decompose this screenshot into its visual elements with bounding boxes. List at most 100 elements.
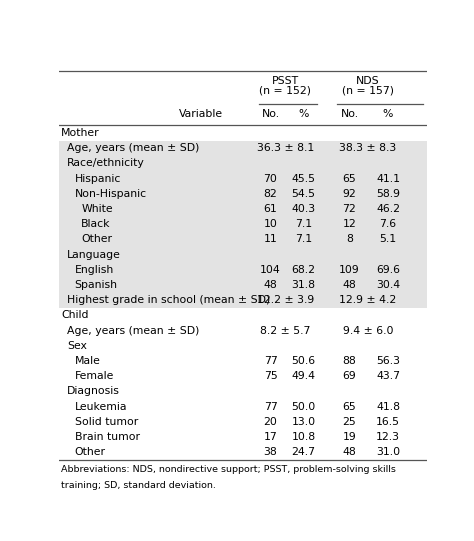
Text: 43.7: 43.7 — [376, 371, 400, 381]
Text: 104: 104 — [260, 265, 281, 275]
Text: (n = 152): (n = 152) — [259, 85, 311, 95]
Text: Black: Black — [82, 219, 111, 229]
Text: 48: 48 — [343, 447, 356, 457]
Text: 88: 88 — [343, 356, 356, 366]
Text: 40.3: 40.3 — [292, 204, 316, 214]
Bar — [59, 247, 427, 262]
Text: 70: 70 — [264, 174, 277, 183]
Text: Variable: Variable — [179, 109, 223, 119]
Text: 75: 75 — [264, 371, 277, 381]
Text: 48: 48 — [264, 280, 277, 290]
Text: 48: 48 — [343, 280, 356, 290]
Text: 20: 20 — [264, 417, 277, 427]
Text: 31.0: 31.0 — [376, 447, 400, 457]
Text: Other: Other — [82, 234, 112, 245]
Text: 61: 61 — [264, 204, 277, 214]
Text: %: % — [298, 109, 309, 119]
Text: Brain tumor: Brain tumor — [75, 432, 140, 442]
Text: 38.3 ± 8.3: 38.3 ± 8.3 — [339, 143, 396, 153]
Bar — [59, 156, 427, 171]
Text: 11: 11 — [264, 234, 277, 245]
Text: 38: 38 — [264, 447, 277, 457]
Text: 12.2 ± 3.9: 12.2 ± 3.9 — [256, 295, 314, 305]
Bar — [59, 201, 427, 216]
Text: %: % — [383, 109, 393, 119]
Bar — [59, 171, 427, 186]
Text: 41.8: 41.8 — [376, 401, 400, 412]
Bar — [59, 430, 427, 445]
Bar — [59, 126, 427, 141]
Text: 10.8: 10.8 — [292, 432, 316, 442]
Text: 45.5: 45.5 — [292, 174, 316, 183]
Text: 46.2: 46.2 — [376, 204, 400, 214]
Bar — [59, 141, 427, 156]
Bar — [59, 368, 427, 384]
Bar — [59, 278, 427, 293]
Bar — [59, 293, 427, 308]
Text: 72: 72 — [343, 204, 356, 214]
Text: 8: 8 — [346, 234, 353, 245]
Text: 8.2 ± 5.7: 8.2 ± 5.7 — [260, 326, 310, 335]
Text: NDS: NDS — [356, 76, 380, 86]
Text: White: White — [82, 204, 113, 214]
Text: (n = 157): (n = 157) — [342, 85, 394, 95]
Text: 54.5: 54.5 — [292, 189, 316, 199]
Text: 7.1: 7.1 — [295, 219, 312, 229]
Text: 9.4 ± 6.0: 9.4 ± 6.0 — [343, 326, 393, 335]
Text: 5.1: 5.1 — [380, 234, 397, 245]
Text: PSST: PSST — [272, 76, 299, 86]
Bar — [59, 216, 427, 232]
Text: Non-Hispanic: Non-Hispanic — [75, 189, 147, 199]
Text: English: English — [75, 265, 114, 275]
Bar — [59, 338, 427, 353]
Text: 12.3: 12.3 — [376, 432, 400, 442]
Text: Sex: Sex — [67, 341, 87, 351]
Text: 31.8: 31.8 — [292, 280, 316, 290]
Text: 77: 77 — [264, 401, 277, 412]
Text: 65: 65 — [343, 174, 356, 183]
Text: 7.1: 7.1 — [295, 234, 312, 245]
Bar — [59, 186, 427, 201]
Text: 109: 109 — [339, 265, 360, 275]
Text: 69.6: 69.6 — [376, 265, 400, 275]
Bar — [59, 232, 427, 247]
Bar — [59, 384, 427, 399]
Text: 65: 65 — [343, 401, 356, 412]
Text: 7.6: 7.6 — [380, 219, 397, 229]
Text: Diagnosis: Diagnosis — [67, 386, 120, 397]
Bar — [59, 445, 427, 460]
Text: Spanish: Spanish — [75, 280, 118, 290]
Text: 58.9: 58.9 — [376, 189, 400, 199]
Text: 19: 19 — [343, 432, 356, 442]
Text: 82: 82 — [264, 189, 277, 199]
Text: 16.5: 16.5 — [376, 417, 400, 427]
Text: Child: Child — [61, 311, 89, 320]
Text: 13.0: 13.0 — [292, 417, 316, 427]
Bar — [59, 414, 427, 430]
Text: Female: Female — [75, 371, 114, 381]
Text: Language: Language — [67, 249, 121, 260]
Text: Abbreviations: NDS, nondirective support; PSST, problem-solving skills: Abbreviations: NDS, nondirective support… — [61, 465, 396, 474]
Text: 50.6: 50.6 — [292, 356, 316, 366]
Text: Mother: Mother — [61, 128, 100, 138]
Text: No.: No. — [340, 109, 358, 119]
Text: 77: 77 — [264, 356, 277, 366]
Bar — [59, 262, 427, 278]
Bar — [59, 323, 427, 338]
Bar — [59, 399, 427, 414]
Text: 68.2: 68.2 — [292, 265, 316, 275]
Text: 25: 25 — [343, 417, 356, 427]
Text: 30.4: 30.4 — [376, 280, 400, 290]
Text: Race/ethnicity: Race/ethnicity — [67, 159, 145, 168]
Text: 36.3 ± 8.1: 36.3 ± 8.1 — [256, 143, 314, 153]
Text: 50.0: 50.0 — [292, 401, 316, 412]
Text: 12.9 ± 4.2: 12.9 ± 4.2 — [339, 295, 396, 305]
Text: 49.4: 49.4 — [292, 371, 316, 381]
Text: Other: Other — [75, 447, 106, 457]
Bar — [59, 308, 427, 323]
Text: Age, years (mean ± SD): Age, years (mean ± SD) — [67, 326, 200, 335]
Bar — [59, 353, 427, 368]
Text: 10: 10 — [264, 219, 277, 229]
Text: 12: 12 — [343, 219, 356, 229]
Text: training; SD, standard deviation.: training; SD, standard deviation. — [61, 480, 216, 490]
